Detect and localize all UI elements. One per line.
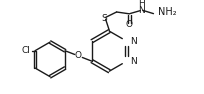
Text: O: O	[126, 20, 133, 29]
Text: O: O	[75, 51, 82, 60]
Text: S: S	[101, 14, 107, 23]
Text: N: N	[130, 57, 137, 66]
Text: Cl: Cl	[22, 46, 31, 55]
Text: NH₂: NH₂	[157, 7, 176, 17]
Text: N: N	[138, 6, 145, 15]
Text: H: H	[138, 0, 145, 8]
Text: N: N	[130, 37, 137, 46]
